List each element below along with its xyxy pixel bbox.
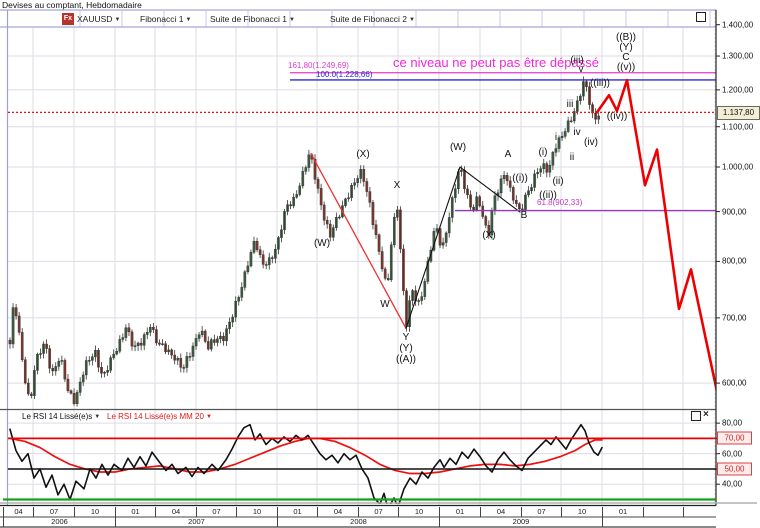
fx-logo-icon: Fx bbox=[62, 13, 74, 25]
wave-label-B: ((B)) bbox=[616, 32, 636, 43]
month-cell: 10 bbox=[561, 507, 602, 517]
wave-label-ii: ii bbox=[569, 152, 575, 163]
rsi-indicator-label[interactable]: Le RSI 14 Lissé(e)s ▼ bbox=[22, 412, 101, 421]
menu-suite-fibonacci-2[interactable]: Suite de Fibonacci 2 ▼ bbox=[330, 14, 415, 24]
rsi-level-badge: 70,00 bbox=[717, 431, 752, 445]
price-tick-label: 1.300,00 bbox=[722, 51, 754, 61]
wave-label-Y: Y bbox=[402, 332, 410, 343]
month-cell: 04 bbox=[480, 507, 521, 517]
candlestick-series bbox=[8, 81, 600, 404]
fib-level-618-label: 61.8(902,33) bbox=[537, 198, 583, 207]
year-cell bbox=[602, 517, 716, 527]
wave-label-iii: ((iii)) bbox=[590, 78, 610, 89]
month-cell: 10 bbox=[74, 507, 115, 517]
chevron-down-icon: ▼ bbox=[94, 414, 101, 420]
price-tick-label: 1.400,00 bbox=[722, 20, 754, 30]
symbol-label: XAUUSD bbox=[77, 14, 113, 24]
wave-label-ii: (ii) bbox=[552, 176, 564, 187]
chevron-down-icon: ▼ bbox=[114, 17, 121, 23]
month-cell: 04 bbox=[317, 507, 358, 517]
maximize-rsi-pane-button[interactable] bbox=[691, 411, 701, 421]
wave-label-A: A bbox=[504, 149, 512, 160]
month-cell: 04 bbox=[155, 507, 196, 517]
wave-label-iii: iii bbox=[566, 99, 574, 110]
price-tick-label: 1.100,00 bbox=[722, 122, 754, 132]
year-cell: 2006 bbox=[3, 517, 115, 527]
wave-label-iv: ((iv)) bbox=[606, 111, 628, 122]
window-title: Devises au comptant, Hebdomadaire bbox=[2, 0, 142, 10]
price-tick-label: 800,00 bbox=[722, 256, 747, 266]
menu-suite-fibonacci-1[interactable]: Suite de Fibonacci 1 ▼ bbox=[210, 14, 295, 24]
wave-label-X: (X) bbox=[356, 149, 370, 160]
chevron-down-icon: ▼ bbox=[185, 17, 192, 23]
price-tick-label: 900,00 bbox=[722, 207, 747, 217]
month-cell: 10 bbox=[236, 507, 277, 517]
wave-label-Y: (Y) bbox=[399, 343, 413, 354]
chevron-down-icon: ▼ bbox=[205, 414, 212, 420]
rsi-plot bbox=[9, 423, 603, 504]
wave-label-i: i bbox=[554, 132, 558, 143]
chevron-down-icon: ▼ bbox=[289, 17, 295, 23]
month-cell: 01 bbox=[602, 507, 643, 517]
month-cell: 04 bbox=[3, 507, 33, 517]
fib-level-161-label: 161,80(1.249,69) bbox=[288, 61, 349, 70]
month-cell bbox=[683, 507, 716, 517]
year-cell: 2007 bbox=[115, 517, 277, 527]
price-tick-label: 1.000,00 bbox=[722, 162, 754, 172]
wave-label-X: X bbox=[393, 180, 401, 191]
wave-label-i: ((i)) bbox=[512, 173, 528, 184]
menu-fibonacci-1[interactable]: Fibonacci 1 ▼ bbox=[140, 14, 192, 24]
rsi-level-badge: 50,00 bbox=[717, 462, 752, 476]
wave-label-v: v bbox=[578, 64, 584, 75]
month-cell: 07 bbox=[33, 507, 74, 517]
price-tick-label: 700,00 bbox=[722, 313, 747, 323]
month-cell bbox=[643, 507, 683, 517]
month-cell: 01 bbox=[277, 507, 317, 517]
wave-label-iv: (iv) bbox=[584, 137, 598, 148]
wave-label-i: (i) bbox=[538, 147, 548, 158]
wave-label-Y: (Y) bbox=[619, 42, 633, 53]
last-price-badge: 1.137,80 bbox=[717, 106, 760, 120]
price-tick-label: 1.200,00 bbox=[722, 85, 754, 95]
symbol-selector[interactable]: XAUUSD ▼ bbox=[77, 14, 120, 24]
rsi-tick-label: 80,00 bbox=[722, 418, 743, 428]
rsi-mm20-label[interactable]: Le RSI 14 Lissé(e)s MM 20 ▼ bbox=[107, 412, 212, 421]
year-cell: 2009 bbox=[439, 517, 602, 527]
month-cell: 01 bbox=[439, 507, 480, 517]
month-cell: 07 bbox=[358, 507, 398, 517]
year-cell: 2008 bbox=[277, 517, 439, 527]
rsi-tick-label: 40,00 bbox=[722, 479, 743, 489]
wave-label-W: (W) bbox=[449, 142, 467, 153]
wave-label-ii: ((ii)) bbox=[539, 190, 557, 201]
annotation-note: ce niveau ne peut pas être dépassé bbox=[393, 55, 599, 70]
rsi-tick-label: 60,00 bbox=[722, 449, 743, 459]
month-cell: 01 bbox=[115, 507, 155, 517]
wave-label-W: W bbox=[380, 299, 390, 310]
month-cell: 07 bbox=[196, 507, 236, 517]
wave-label-iv: iv bbox=[573, 127, 581, 138]
wave-label-B: B bbox=[520, 210, 528, 221]
maximize-main-pane-button[interactable] bbox=[696, 12, 706, 22]
close-rsi-pane-button[interactable]: × bbox=[703, 409, 709, 420]
month-cell: 10 bbox=[398, 507, 439, 517]
wave-label-iii: (iii) bbox=[570, 55, 584, 66]
projection-line bbox=[595, 78, 716, 394]
wave-label-X: (X) bbox=[482, 230, 496, 241]
wave-label-W: (W) bbox=[313, 238, 331, 249]
month-cell: 07 bbox=[521, 507, 561, 517]
price-tick-label: 600,00 bbox=[722, 378, 747, 388]
wave-label-v: ((v)) bbox=[616, 62, 636, 73]
fib-level-100-label: 100.0(1.228,66) bbox=[316, 70, 373, 79]
wave-label-A: ((A)) bbox=[396, 354, 416, 365]
wave-label-C: C bbox=[622, 52, 630, 63]
chevron-down-icon: ▼ bbox=[409, 17, 415, 23]
